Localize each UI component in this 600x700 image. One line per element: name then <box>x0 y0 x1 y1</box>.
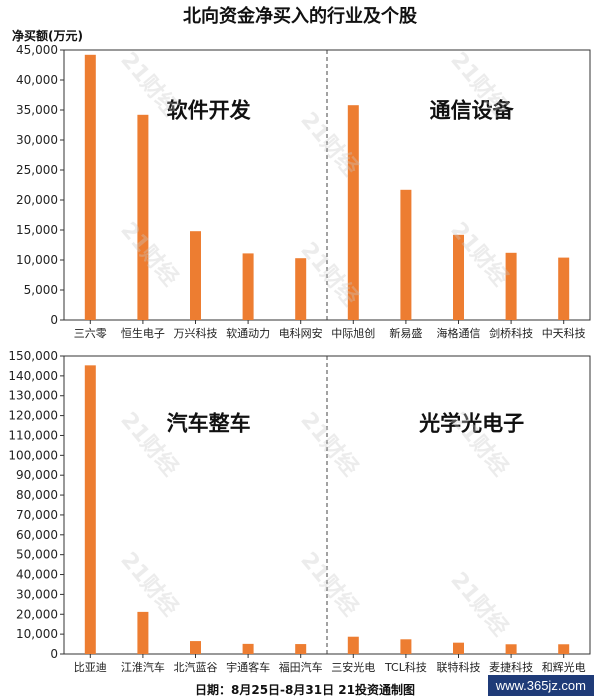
y-tick-label: 10,000 <box>16 627 58 641</box>
y-tick-label: 30,000 <box>16 587 58 601</box>
bar <box>347 636 359 654</box>
y-tick-label: 150,000 <box>8 349 58 363</box>
bar <box>190 231 201 320</box>
bar <box>453 234 464 320</box>
y-tick-label: 40,000 <box>16 568 58 582</box>
x-tick-label: 和辉光电 <box>542 660 586 674</box>
x-tick-label: 麦捷科技 <box>489 660 533 674</box>
x-tick-label: 三六零 <box>74 327 107 340</box>
bar <box>137 611 149 654</box>
watermark: 21财经 <box>115 47 183 121</box>
watermark: 21财经 <box>115 217 183 291</box>
bar <box>137 114 149 320</box>
y-tick-label: 10,000 <box>16 253 58 267</box>
y-tick-label: 110,000 <box>8 428 58 442</box>
bar <box>505 252 517 320</box>
y-tick-label: 120,000 <box>8 409 58 423</box>
y-tick-label: 90,000 <box>16 468 58 482</box>
x-tick-label: 三安光电 <box>331 660 375 674</box>
x-tick-label: TCL科技 <box>384 660 427 674</box>
bar <box>295 644 307 654</box>
group-label: 通信设备 <box>430 99 515 123</box>
group-label: 光学光电子 <box>418 412 524 436</box>
x-tick-label: 福田汽车 <box>279 660 323 674</box>
watermark: 21财经 <box>295 547 363 621</box>
watermark: 21财经 <box>115 547 183 621</box>
x-tick-label: 万兴科技 <box>174 326 218 340</box>
bar <box>400 639 412 654</box>
y-tick-label: 40,000 <box>16 73 58 87</box>
x-tick-label: 比亚迪 <box>74 661 107 674</box>
website-badge: www.365jz.com <box>487 675 594 696</box>
x-tick-label: 软通动力 <box>226 326 270 340</box>
bar <box>242 643 254 654</box>
x-tick-label: 恒生电子 <box>121 326 165 340</box>
y-tick-label: 15,000 <box>16 223 58 237</box>
bar <box>558 257 570 320</box>
x-tick-label: 新易盛 <box>389 326 422 340</box>
y-tick-label: 30,000 <box>16 133 58 147</box>
bar <box>558 644 570 654</box>
bar <box>295 258 307 320</box>
bar <box>190 641 201 654</box>
bar <box>84 54 96 321</box>
group-label: 软件开发 <box>167 99 252 123</box>
watermark: 21财经 <box>295 407 363 481</box>
y-tick-label: 35,000 <box>16 103 58 117</box>
y-unit-label: 净买额(万元) <box>12 29 83 43</box>
y-tick-label: 25,000 <box>16 163 58 177</box>
watermark: 21财经 <box>445 567 513 641</box>
y-tick-label: 130,000 <box>8 389 58 403</box>
x-tick-label: 北汽蓝谷 <box>174 660 218 674</box>
chart-title: 北向资金净买入的行业及个股 <box>183 6 417 27</box>
y-tick-label: 45,000 <box>16 43 58 57</box>
footer-note: 日期：8月25日-8月31日 21投资通制图 <box>195 683 415 697</box>
y-tick-label: 5,000 <box>24 283 58 297</box>
y-tick-label: 50,000 <box>16 548 58 562</box>
y-tick-label: 0 <box>50 313 58 327</box>
x-tick-label: 宇通客车 <box>226 660 270 674</box>
y-tick-label: 70,000 <box>16 508 58 522</box>
group-label: 汽车整车 <box>167 412 251 436</box>
y-tick-label: 60,000 <box>16 528 58 542</box>
x-tick-label: 联特科技 <box>437 660 481 674</box>
bar <box>505 644 517 654</box>
x-tick-label: 中际旭创 <box>331 326 375 340</box>
bar <box>453 642 464 654</box>
y-tick-label: 20,000 <box>16 607 58 621</box>
bar <box>347 105 359 320</box>
bar <box>242 253 254 320</box>
y-tick-label: 0 <box>50 647 58 661</box>
bar <box>400 189 412 320</box>
x-tick-label: 海格通信 <box>437 326 481 340</box>
y-tick-label: 20,000 <box>16 193 58 207</box>
bar <box>84 365 96 654</box>
y-tick-label: 100,000 <box>8 448 58 462</box>
y-tick-label: 80,000 <box>16 488 58 502</box>
y-tick-label: 140,000 <box>8 369 58 383</box>
x-tick-label: 中天科技 <box>542 326 586 340</box>
x-tick-label: 江淮汽车 <box>121 660 165 674</box>
x-tick-label: 剑桥科技 <box>489 326 533 340</box>
x-tick-label: 电科网安 <box>279 326 323 340</box>
